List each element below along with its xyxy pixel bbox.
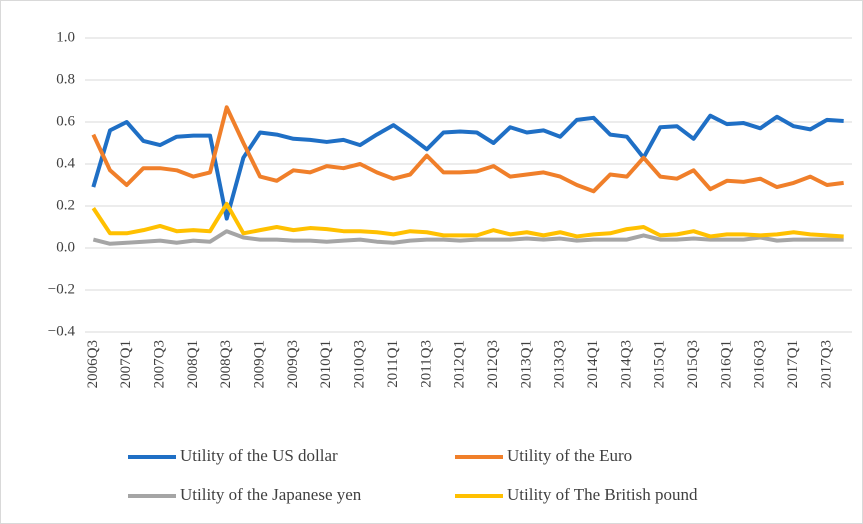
x-tick-label: 2016Q3 [752,340,768,388]
x-tick-label: 2017Q3 [818,340,834,388]
y-tick-label: 0.2 [56,197,75,213]
legend-label: Utility of the US dollar [180,446,338,465]
x-tick-label: 2014Q1 [585,340,601,388]
legend-label: Utility of the Euro [507,446,632,465]
series-line [91,113,844,221]
legend-label: Utility of The British pound [507,485,698,504]
x-tick-label: 2015Q3 [685,340,701,388]
x-tick-label: 2007Q3 [151,340,167,388]
x-tick-label: 2012Q1 [452,340,468,388]
y-tick-label: −0.2 [48,281,75,297]
x-tick-label: 2015Q1 [652,340,668,388]
y-tick-label: 0.0 [56,239,75,255]
legend: Utility of the US dollar Utility of the E… [128,446,698,504]
x-tick-label: 2016Q1 [718,340,734,388]
series-line [92,229,844,246]
x-tick-label: 2013Q1 [518,340,534,388]
x-tick-label: 2011Q1 [385,340,401,388]
x-tick-label: 2010Q1 [318,340,334,388]
y-tick-label: 0.4 [56,155,75,171]
x-tick-label: 2009Q1 [252,340,268,388]
y-tick-label: −0.4 [48,323,76,339]
x-tick-label: 2009Q3 [285,340,301,388]
x-tick-label: 2006Q3 [85,340,101,388]
x-tick-label: 2007Q1 [118,340,134,388]
x-tick-label: 2008Q3 [218,340,234,388]
y-tick-label: 1.0 [56,29,75,45]
x-tick-label: 2011Q3 [418,340,434,388]
x-tick-label: 2017Q1 [785,340,801,388]
series-line [91,105,844,194]
y-tick-label: 0.6 [56,113,75,129]
x-tick-label: 2010Q3 [352,340,368,388]
x-tick-label: 2012Q3 [485,340,501,388]
x-tick-label: 2014Q3 [618,340,634,388]
legend-label: Utility of the Japanese yen [180,485,362,504]
x-tick-label: 2008Q1 [185,340,201,388]
y-tick-label: 0.8 [56,71,75,87]
x-tick-label: 2013Q3 [552,340,568,388]
series-line [91,201,844,239]
